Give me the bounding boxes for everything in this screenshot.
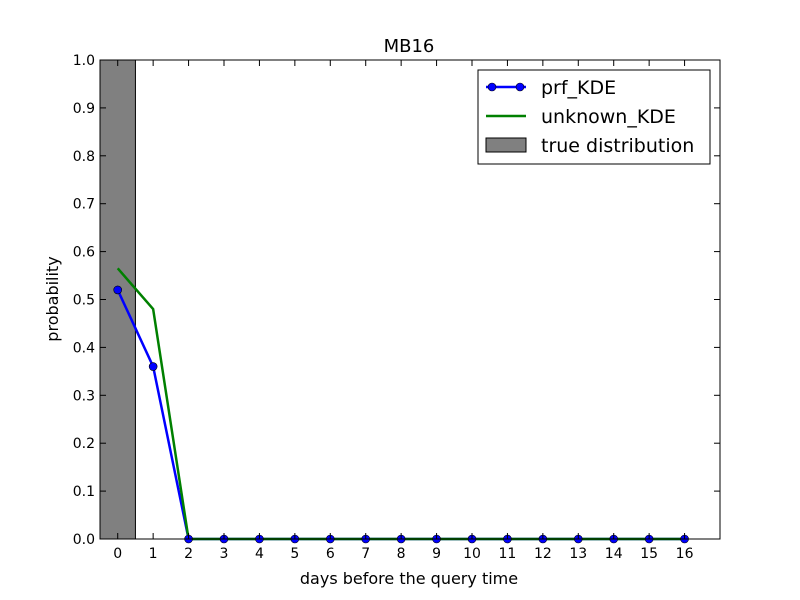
y-tick-label: 0.2 [73,436,95,452]
x-tick-label: 13 [569,546,587,562]
y-tick-label: 0.9 [73,101,95,117]
legend-swatch-true-distribution [485,137,527,153]
y-tick-label: 0.4 [73,340,95,356]
x-tick-label: 9 [432,546,441,562]
y-tick-label: 0.6 [73,245,95,261]
x-tick-label: 7 [361,546,370,562]
x-tick-label: 2 [184,546,193,562]
x-tick-label: 15 [640,546,658,562]
line-layer [116,267,685,541]
y-tick-label: 0.1 [73,484,95,500]
data-point [148,362,158,371]
x-tick-label: 14 [605,546,623,562]
x-tick-label: 0 [113,546,122,562]
marker-layer [113,285,689,544]
legend-label-true-distribution: true distribution [541,135,694,157]
x-tick-label: 8 [397,546,406,562]
y-tick-label: 0.3 [73,388,95,404]
x-tick-label: 5 [290,546,299,562]
series-line-prf-kde [116,289,685,541]
y-axis-label: probability [43,256,62,341]
chart-title: MB16 [384,36,435,57]
x-tick-label: 1 [149,546,158,562]
series-line-unknown-kde [116,267,685,541]
legend-label-prf-kde: prf_KDE [541,77,616,99]
y-tick-label: 0.5 [73,293,95,309]
legend-label-unknown-kde: unknown_KDE [541,106,676,128]
tick-layer: 0 1 2 3 4 5 6 7 8 9 10 11 12 13 14 15 160.00.10.20.30.40… [73,53,720,562]
x-tick-label: 16 [676,546,694,562]
y-tick-label: 0.8 [73,149,95,165]
x-tick-label: 10 [463,546,481,562]
y-tick-label: 0.7 [73,197,95,213]
x-tick-label: 11 [499,546,517,562]
x-tick-label: 3 [220,546,229,562]
y-tick-label: 1.0 [73,53,95,69]
legend-marker [487,82,497,92]
data-point [113,285,123,295]
x-tick-label: 6 [326,546,335,562]
x-axis-label: days before the query time [300,569,518,588]
x-tick-label: 4 [255,546,264,562]
y-tick-label: 0.0 [73,532,95,548]
legend-marker [515,82,525,92]
x-tick-label: 12 [534,546,552,562]
